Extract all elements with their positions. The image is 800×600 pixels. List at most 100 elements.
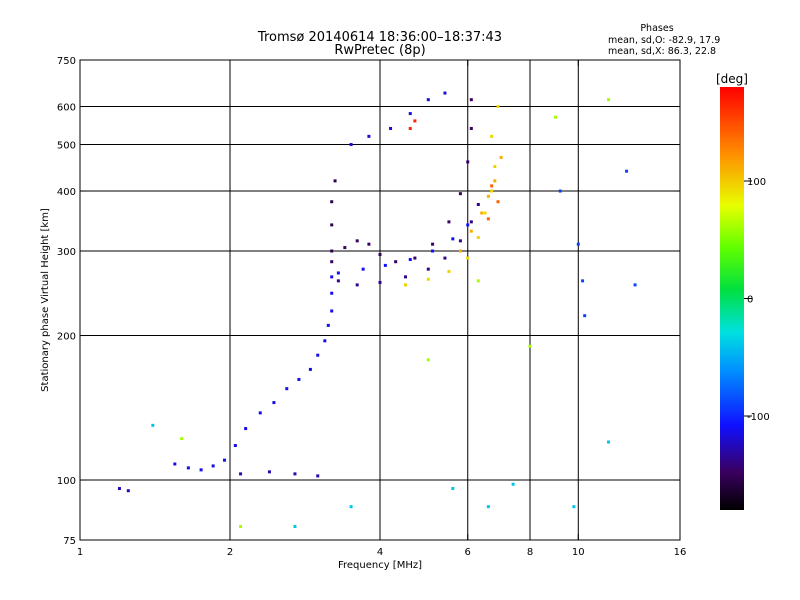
data-point: [211, 464, 215, 468]
data-point: [466, 160, 470, 164]
y-tick-label: 500: [57, 141, 76, 152]
data-point: [447, 220, 451, 224]
x-tick-label: 2: [227, 547, 233, 558]
data-point: [499, 155, 503, 159]
data-point: [199, 468, 203, 472]
data-point: [293, 525, 297, 529]
data-point: [558, 189, 562, 193]
data-point: [431, 249, 435, 253]
data-point: [553, 115, 557, 119]
data-point: [330, 309, 334, 313]
data-point: [583, 314, 587, 318]
data-point: [469, 220, 473, 224]
colorbar-tick-label: 100: [747, 177, 766, 188]
y-tick-label: 600: [57, 103, 76, 114]
data-point: [528, 344, 532, 348]
data-point: [476, 202, 480, 206]
x-tick-label: 10: [572, 547, 585, 558]
data-point: [483, 211, 487, 215]
data-point: [403, 283, 407, 287]
data-point: [496, 200, 500, 204]
data-point: [511, 482, 515, 486]
colorbar-ticks: 100 0 -100: [744, 177, 770, 423]
x-tick-label: 6: [465, 547, 471, 558]
data-point: [297, 377, 301, 381]
stats-o-mode: mean, sd,O: -82.9, 17.9: [608, 35, 720, 46]
data-point: [285, 387, 289, 391]
data-point: [476, 279, 480, 283]
data-point: [466, 223, 470, 227]
data-point: [367, 134, 371, 138]
data-point: [431, 242, 435, 246]
data-point: [355, 239, 359, 243]
data-point: [458, 249, 462, 253]
stats-x-mode: mean, sd,X: 86.3, 22.8: [608, 46, 716, 57]
data-point: [469, 229, 473, 233]
data-point: [572, 505, 576, 509]
data-point: [490, 184, 494, 188]
grid-lines: [80, 60, 680, 540]
data-point: [239, 472, 243, 476]
data-point: [383, 263, 387, 267]
data-point: [330, 200, 334, 204]
data-point: [378, 253, 382, 257]
data-point: [633, 283, 637, 287]
data-point: [361, 267, 365, 271]
data-point: [408, 126, 412, 130]
data-point: [223, 458, 227, 462]
data-point: [126, 489, 130, 493]
data-point: [186, 466, 190, 470]
x-tick-label: 4: [377, 547, 383, 558]
data-point: [343, 246, 347, 250]
data-point: [389, 126, 393, 130]
data-point: [486, 194, 490, 198]
data-point: [349, 143, 353, 147]
data-point: [267, 470, 271, 474]
data-point: [333, 179, 337, 183]
y-axis-label: Stationary phase Virtual Height [km]: [40, 208, 51, 392]
data-point: [443, 91, 447, 95]
data-point: [413, 119, 417, 123]
data-point: [408, 258, 412, 262]
data-point: [244, 427, 248, 431]
data-points: [117, 91, 637, 529]
data-point: [349, 505, 353, 509]
data-point: [451, 487, 455, 491]
y-tick-label: 300: [57, 247, 76, 258]
colorbar-tick-label: 0: [747, 295, 753, 306]
colorbar-tick-label: -100: [747, 412, 770, 423]
chart-subtitle: RwPretec (8p): [334, 43, 425, 58]
data-point: [336, 271, 340, 275]
x-tick-label: 16: [674, 547, 687, 558]
data-point: [493, 179, 497, 183]
data-point: [330, 260, 334, 264]
data-point: [426, 98, 430, 102]
data-point: [466, 256, 470, 260]
data-point: [233, 444, 237, 448]
data-point: [493, 164, 497, 168]
data-point: [458, 239, 462, 243]
x-tick-label: 8: [527, 547, 533, 558]
data-point: [490, 189, 494, 193]
data-point: [272, 401, 276, 405]
data-point: [607, 98, 611, 102]
y-tick-label: 75: [63, 536, 76, 547]
data-point: [607, 440, 611, 444]
y-tick-label: 750: [57, 56, 76, 67]
data-point: [378, 280, 382, 284]
data-point: [426, 358, 430, 362]
data-point: [451, 237, 455, 241]
data-point: [490, 134, 494, 138]
data-point: [426, 277, 430, 281]
data-point: [581, 279, 585, 283]
data-point: [330, 275, 334, 279]
data-point: [496, 105, 500, 109]
data-point: [330, 291, 334, 295]
data-point: [426, 267, 430, 271]
data-point: [308, 367, 312, 371]
data-point: [480, 211, 484, 215]
y-tick-label: 100: [57, 476, 76, 487]
data-point: [173, 462, 177, 466]
data-point: [443, 256, 447, 260]
